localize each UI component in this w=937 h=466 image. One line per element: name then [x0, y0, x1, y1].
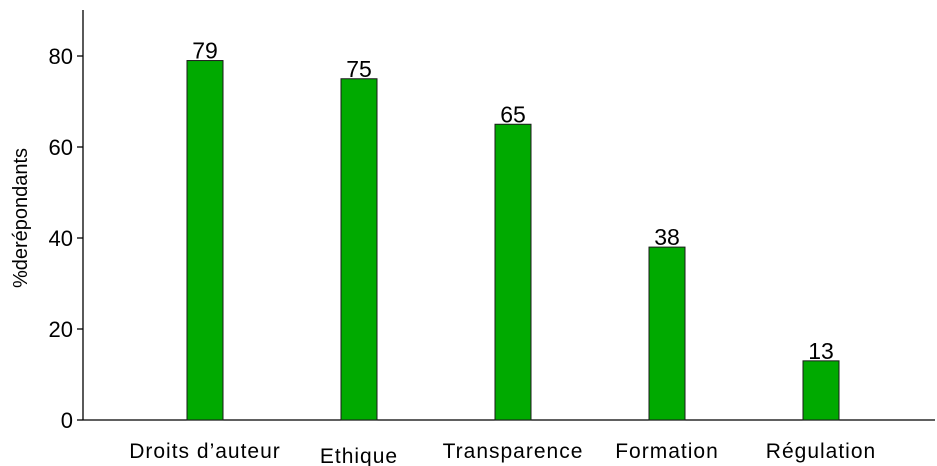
bar: [340, 78, 378, 421]
x-tick-label: Transparence: [443, 440, 584, 463]
y-tick-label: 60: [49, 135, 73, 160]
bar: [648, 246, 686, 421]
y-tick-label: 80: [49, 44, 73, 69]
bar: [802, 360, 840, 421]
bar: [186, 60, 224, 421]
data-label: 79: [192, 38, 218, 64]
bar: [494, 123, 532, 421]
x-tick-label: Régulation: [766, 440, 876, 463]
data-label: 13: [808, 338, 834, 364]
data-label: 75: [346, 56, 372, 82]
data-label: 38: [654, 224, 680, 250]
y-axis-title: %derépondants: [10, 148, 32, 288]
x-axis: Droits d’auteur Ethique Transparence Format…: [83, 419, 935, 466]
y-tick-label: 0: [61, 408, 73, 433]
x-tick-label: Formation: [615, 440, 719, 463]
x-tick-label: Droits d’auteur: [129, 440, 281, 463]
data-label: 65: [500, 101, 526, 127]
y-axis: 0 20 40 60 80: [49, 10, 84, 433]
value-labels: 79 75 65 38 13: [192, 38, 834, 364]
x-tick-label: Ethique: [320, 445, 398, 466]
y-tick-label: 40: [49, 226, 73, 251]
bars: [186, 60, 840, 421]
y-tick-label: 20: [49, 317, 73, 342]
